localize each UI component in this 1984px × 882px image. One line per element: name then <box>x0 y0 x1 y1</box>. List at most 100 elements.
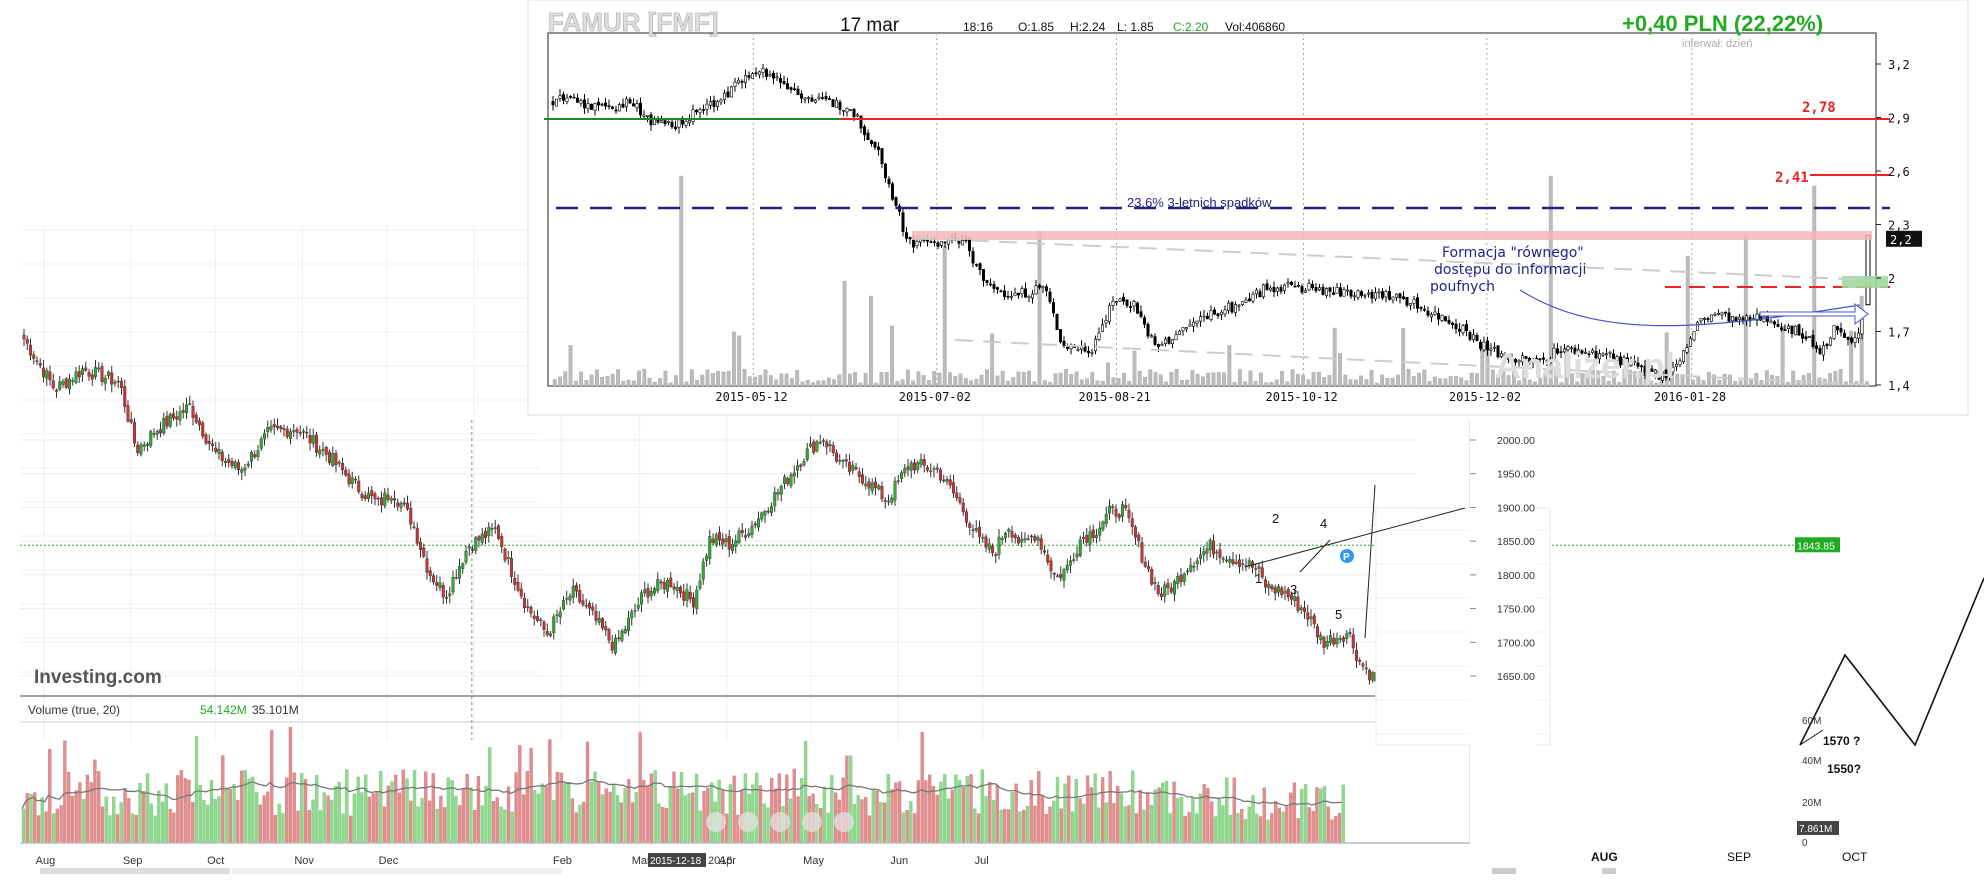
candle-body <box>1270 585 1274 590</box>
volume-bar <box>179 770 184 843</box>
volume-bar <box>206 804 210 843</box>
inset-candle-body <box>1171 339 1175 345</box>
inset-quote-open: O:1.85 <box>1018 20 1054 34</box>
candle-body <box>461 563 465 569</box>
inset-candle-body <box>841 109 845 112</box>
inset-volume-bar <box>958 373 963 387</box>
candle-body <box>467 546 471 549</box>
wave-label-5: 5 <box>1335 607 1342 622</box>
candle-body <box>1351 634 1355 649</box>
inset-candle-body <box>1384 291 1388 298</box>
volume-bar <box>691 792 695 843</box>
candle-body <box>406 503 410 510</box>
volume-bar <box>1157 787 1161 843</box>
inset-candle-body <box>824 96 828 100</box>
inset-volume-bar <box>1090 372 1095 387</box>
inset-volume-bar <box>905 369 910 387</box>
inset-volume-bar <box>1706 372 1711 387</box>
inset-candle-body <box>1314 286 1318 292</box>
inset-volume-bar <box>726 371 731 387</box>
candle-body <box>103 378 107 384</box>
candle-body <box>1312 615 1316 625</box>
volume-bar <box>1330 819 1334 843</box>
scrollbar <box>40 868 230 874</box>
volume-bar <box>1161 782 1165 843</box>
volume-bar <box>1307 807 1312 843</box>
inset-volume-bar <box>1396 374 1400 387</box>
inset-volume-bar <box>647 377 652 387</box>
inset-candle-body <box>915 241 919 246</box>
candle-body <box>438 582 442 588</box>
candle-body <box>620 630 624 641</box>
candle-body <box>848 461 852 472</box>
candle-body <box>162 418 166 434</box>
candle-body <box>649 591 653 597</box>
candle-body <box>132 422 136 444</box>
inset-volume-bar <box>1612 370 1616 387</box>
inset-candle-body <box>1055 313 1059 331</box>
volume-bar <box>1052 800 1056 843</box>
volume-bar <box>503 809 507 843</box>
inset-candle-body <box>1020 288 1024 295</box>
candle-body <box>1267 583 1271 589</box>
volume-bar <box>1236 813 1240 843</box>
inset-volume-bar <box>589 374 594 387</box>
inset-candle-body <box>925 239 929 242</box>
inset-plot-frame <box>547 32 1877 387</box>
inset-volume-bar <box>700 374 705 387</box>
inset-candle-body <box>1395 293 1399 298</box>
volume-bar <box>1104 802 1109 843</box>
candle-body <box>542 621 546 630</box>
inset-candle-body <box>1605 353 1609 356</box>
candle-body <box>1017 537 1021 544</box>
volume-bar <box>108 815 112 843</box>
volume-bar <box>221 755 225 843</box>
inset-candle-body <box>624 98 628 108</box>
inset-candle-body <box>827 98 831 100</box>
inset-candle-body <box>1790 325 1794 334</box>
volume-bar <box>570 798 575 843</box>
famur-inset-chart: 2,78 2,41 23,6% 3-letnich spadków Formacja … <box>527 0 1969 416</box>
volume-bar <box>1334 816 1338 843</box>
annotation-line-3: poufnych <box>1430 279 1495 295</box>
candle-body <box>282 428 286 430</box>
inset-candle-body <box>873 141 877 148</box>
volume-bar <box>326 795 330 843</box>
inset-candle-body <box>1052 302 1056 314</box>
inset-volume-bar <box>1348 379 1353 387</box>
inset-candle-body <box>603 102 607 107</box>
candle-body <box>184 404 188 414</box>
volume-bar <box>777 773 781 843</box>
candle-body <box>1033 536 1037 541</box>
candle-body <box>214 447 218 452</box>
inset-candle-body <box>670 121 674 128</box>
inset-volume-bar <box>1685 255 1690 387</box>
inset-volume-bar <box>837 374 842 387</box>
inset-candle-body <box>1514 359 1518 363</box>
candle-body <box>864 483 868 487</box>
inset-candle-body <box>659 120 663 123</box>
candle-body <box>119 380 123 388</box>
x-tick-label: Jun <box>890 855 908 867</box>
inset-candle-body <box>890 183 894 200</box>
candle-body <box>1065 565 1069 570</box>
inset-volume-bar <box>1064 369 1068 387</box>
volume-bar <box>672 771 676 843</box>
inset-candle-body <box>1839 328 1843 333</box>
volume-bar <box>1119 793 1124 843</box>
candle-body <box>997 536 1001 555</box>
inset-candle-body <box>1437 313 1441 320</box>
volume-bar <box>427 800 432 843</box>
volume-bar <box>183 778 187 843</box>
candle-body <box>753 523 757 526</box>
inset-candle-body <box>1360 291 1364 296</box>
inset-volume-bar <box>795 370 800 387</box>
inset-candle-body <box>1283 284 1287 292</box>
projection-label-1570: 1570 ? <box>1823 734 1860 748</box>
inset-candle-body <box>1440 314 1444 321</box>
volume-bar <box>458 805 462 843</box>
candle-body <box>1078 539 1082 556</box>
candle-body <box>688 591 692 600</box>
candle-body <box>1166 583 1170 588</box>
volume-bar <box>1067 775 1071 843</box>
